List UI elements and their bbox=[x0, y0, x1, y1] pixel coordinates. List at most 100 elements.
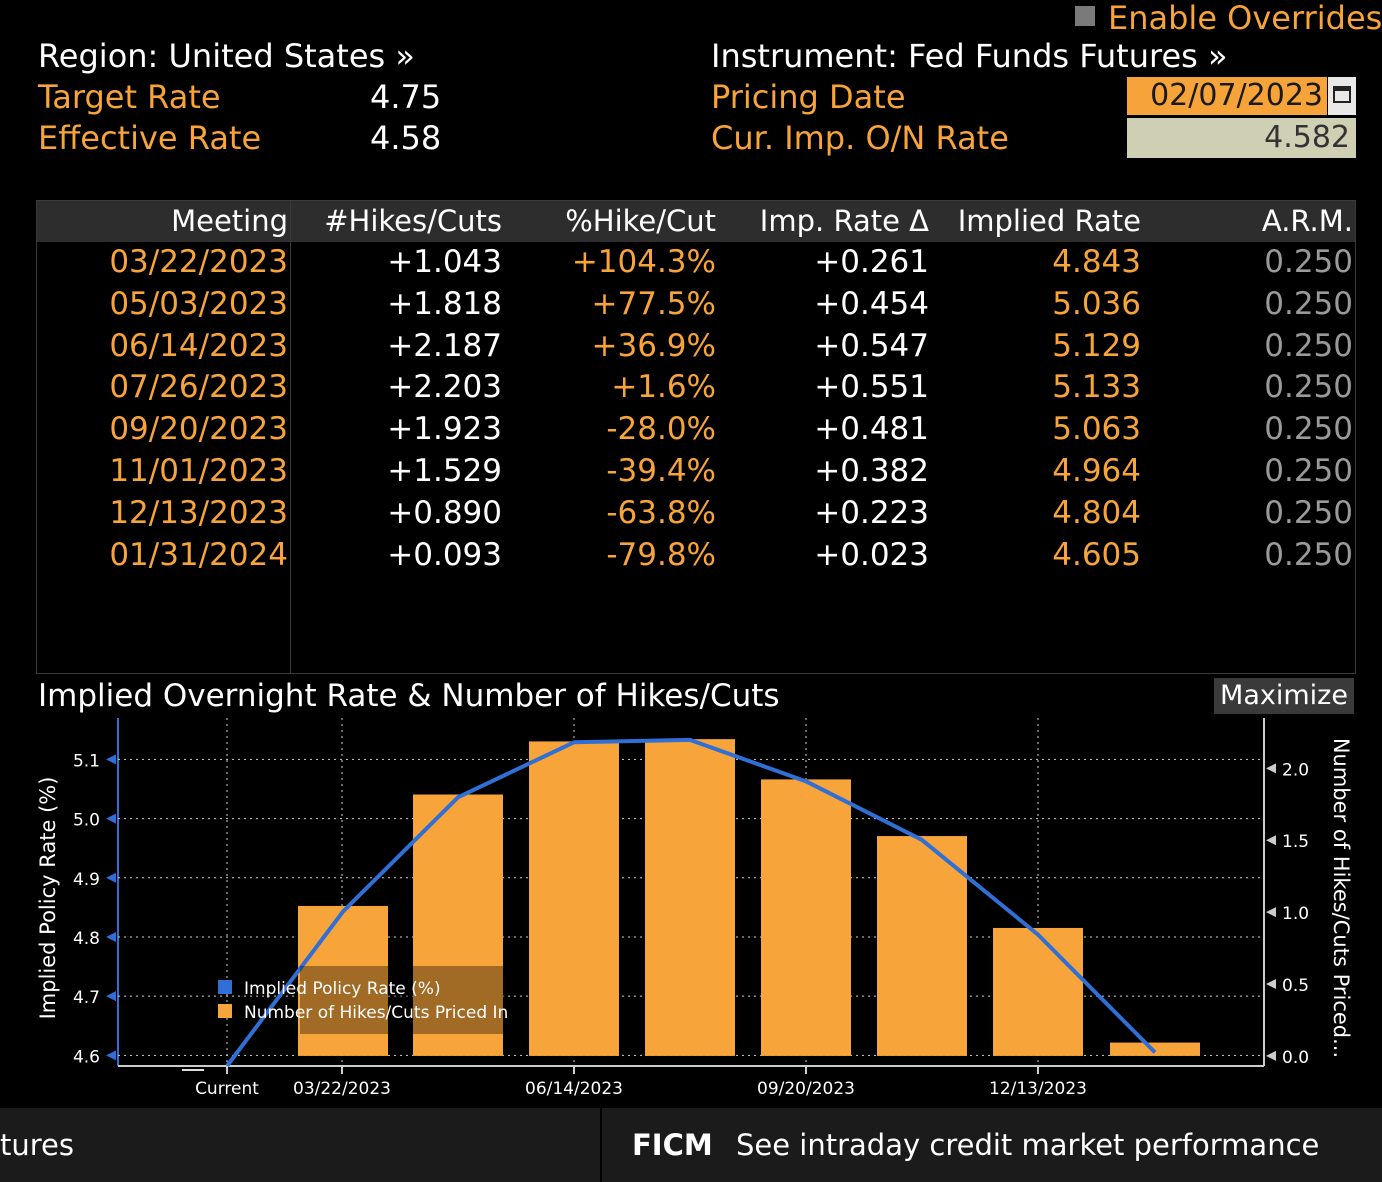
cur-imp-rate-label: Cur. Imp. O/N Rate bbox=[711, 119, 1009, 157]
col-header-implied-rate[interactable]: Implied Rate bbox=[957, 204, 1141, 238]
table-cell-imp-rate-delta: +0.023 bbox=[814, 536, 929, 573]
target-rate-value: 4.75 bbox=[370, 78, 442, 116]
bar-05/03/2023 bbox=[413, 794, 503, 1056]
table-cell-imp-rate-delta: +0.382 bbox=[814, 453, 929, 489]
table-cell-implied-rate: 5.129 bbox=[1052, 327, 1141, 364]
table-cell-meeting[interactable]: 12/13/2023 bbox=[109, 494, 288, 531]
table-cell-arm: 0.250 bbox=[1264, 453, 1353, 489]
y-tick-label: 4.8 bbox=[73, 929, 100, 949]
y2-tick-marker bbox=[1266, 1050, 1276, 1061]
x-tick-label: 03/22/2023 bbox=[293, 1079, 391, 1099]
bar-06/14/2023 bbox=[529, 741, 619, 1056]
table-cell-meeting[interactable]: 07/26/2023 bbox=[109, 369, 288, 406]
col-header-pct-hike-cut[interactable]: %Hike/Cut bbox=[565, 204, 716, 238]
table-cell-implied-rate: 5.036 bbox=[1052, 285, 1141, 322]
table-cell-arm: 0.250 bbox=[1264, 327, 1353, 364]
pricing-date-input[interactable]: 02/07/2023 bbox=[1127, 77, 1327, 115]
y-tick-marker bbox=[106, 1050, 116, 1061]
table-cell-meeting[interactable]: 03/22/2023 bbox=[109, 244, 288, 280]
x-tick-label: 09/20/2023 bbox=[757, 1079, 855, 1099]
calendar-icon bbox=[1333, 86, 1351, 103]
legend-label-hikes: Number of Hikes/Cuts Priced In bbox=[244, 1003, 508, 1023]
y2-tick-label: 1.5 bbox=[1282, 832, 1309, 852]
table-cell-hikes-cuts: +1.043 bbox=[387, 244, 502, 280]
y2-tick-label: 0.0 bbox=[1282, 1048, 1309, 1068]
y2-tick-marker bbox=[1266, 835, 1276, 846]
table-cell-meeting[interactable]: 06/14/2023 bbox=[109, 327, 288, 364]
x-tick-label: 06/14/2023 bbox=[525, 1079, 623, 1099]
y-tick-label: 5.0 bbox=[73, 811, 100, 831]
maximize-button[interactable]: Maximize bbox=[1214, 678, 1354, 714]
table-cell-hikes-cuts: +1.923 bbox=[387, 411, 502, 448]
table-cell-implied-rate: 5.133 bbox=[1052, 369, 1141, 406]
table-cell-imp-rate-delta: +0.454 bbox=[814, 285, 929, 322]
bars-layer bbox=[298, 739, 1200, 1056]
y-tick-marker bbox=[106, 991, 116, 1002]
table-cell-meeting[interactable]: 05/03/2023 bbox=[109, 285, 288, 322]
ficm-description[interactable]: See intraday credit market performance bbox=[736, 1128, 1320, 1162]
table-cell-meeting[interactable]: 09/20/2023 bbox=[109, 411, 288, 448]
table-cell-pct-hike-cut: +36.9% bbox=[591, 327, 716, 364]
table-cell-pct-hike-cut: -63.8% bbox=[606, 494, 716, 531]
y2-tick-marker bbox=[1266, 907, 1276, 918]
table-cell-pct-hike-cut: +77.5% bbox=[591, 285, 716, 322]
y2-tick-label: 1.0 bbox=[1282, 904, 1309, 924]
table-cell-hikes-cuts: +0.093 bbox=[387, 536, 502, 573]
y-tick-label: 4.7 bbox=[73, 988, 100, 1008]
legend-swatch-hikes bbox=[218, 1004, 232, 1018]
enable-overrides-checkbox[interactable] bbox=[1075, 6, 1095, 26]
chart-title: Implied Overnight Rate & Number of Hikes… bbox=[38, 678, 780, 714]
y-tick-label: 4.6 bbox=[73, 1047, 100, 1067]
instrument-selector[interactable]: Instrument: Fed Funds Futures » bbox=[711, 37, 1228, 75]
legend-label-rate: Implied Policy Rate (%) bbox=[244, 979, 441, 999]
table-cell-implied-rate: 4.964 bbox=[1052, 453, 1141, 489]
y2-tick-marker bbox=[1266, 979, 1276, 990]
table-cell-pct-hike-cut: +1.6% bbox=[611, 369, 716, 406]
rate-hikes-chart: 4.6 4.7 4.8 4.9 5.0 5.1 0.0 0.5 1.0 1.5 2.0 Current… bbox=[36, 718, 1353, 1099]
bar-01/31/2024 bbox=[1110, 1042, 1200, 1056]
y-tick-label: 5.1 bbox=[73, 751, 100, 771]
line-layer bbox=[182, 737, 1157, 1071]
y-tick-label: 4.9 bbox=[73, 870, 100, 890]
column-separator bbox=[290, 200, 291, 674]
table-cell-implied-rate: 5.063 bbox=[1052, 411, 1141, 448]
effective-rate-label: Effective Rate bbox=[38, 119, 262, 157]
table-cell-pct-hike-cut: -28.0% bbox=[606, 411, 716, 448]
bar-03/22/2023 bbox=[298, 905, 388, 1056]
table-cell-hikes-cuts: +1.529 bbox=[387, 453, 502, 489]
calendar-button[interactable] bbox=[1328, 77, 1356, 115]
table-cell-hikes-cuts: +0.890 bbox=[387, 494, 502, 531]
y2-tick-label: 2.0 bbox=[1282, 760, 1309, 780]
table-cell-arm: 0.250 bbox=[1264, 494, 1353, 531]
enable-overrides-label[interactable]: Enable Overrides bbox=[1108, 0, 1382, 37]
col-header-imp-rate-delta[interactable]: Imp. Rate Δ bbox=[759, 204, 929, 238]
footer-left-link[interactable]: tures bbox=[0, 1128, 74, 1162]
table-cell-imp-rate-delta: +0.551 bbox=[814, 369, 929, 406]
table-cell-meeting[interactable]: 01/31/2024 bbox=[109, 536, 288, 573]
table-cell-meeting[interactable]: 11/01/2023 bbox=[109, 453, 288, 489]
table-cell-arm: 0.250 bbox=[1264, 285, 1353, 322]
y-tick-marker bbox=[106, 754, 116, 765]
y-tick-marker bbox=[106, 872, 116, 883]
table-cell-implied-rate: 4.605 bbox=[1052, 536, 1141, 573]
table-cell-imp-rate-delta: +0.547 bbox=[814, 327, 929, 364]
region-selector[interactable]: Region: United States » bbox=[38, 37, 415, 75]
ficm-code[interactable]: FICM bbox=[632, 1128, 713, 1162]
y2-axis-label: Number of Hikes/Cuts Priced... bbox=[1329, 738, 1353, 1058]
col-header-hikes-cuts[interactable]: #Hikes/Cuts bbox=[324, 204, 502, 238]
x-tick-label: 12/13/2023 bbox=[989, 1079, 1087, 1099]
bar-11/01/2023 bbox=[877, 836, 967, 1056]
effective-rate-value: 4.58 bbox=[370, 119, 442, 157]
cur-imp-rate-input[interactable]: 4.582 bbox=[1127, 118, 1356, 158]
ticks-layer: 4.6 4.7 4.8 4.9 5.0 5.1 0.0 0.5 1.0 1.5 2.0 Current… bbox=[73, 751, 1309, 1099]
y2-tick-marker bbox=[1266, 763, 1276, 774]
table-header-row bbox=[36, 200, 1356, 242]
col-header-meeting[interactable]: Meeting bbox=[171, 204, 288, 238]
legend-swatch-rate bbox=[218, 980, 232, 994]
bar-07/26/2023 bbox=[645, 739, 735, 1056]
table-cell-arm: 0.250 bbox=[1264, 536, 1353, 573]
col-header-arm[interactable]: A.R.M. bbox=[1261, 204, 1353, 238]
chart-legend: Implied Policy Rate (%) Number of Hikes/… bbox=[218, 979, 508, 1023]
legend-backdrop bbox=[300, 966, 504, 1034]
footer-bar bbox=[0, 1108, 1382, 1182]
